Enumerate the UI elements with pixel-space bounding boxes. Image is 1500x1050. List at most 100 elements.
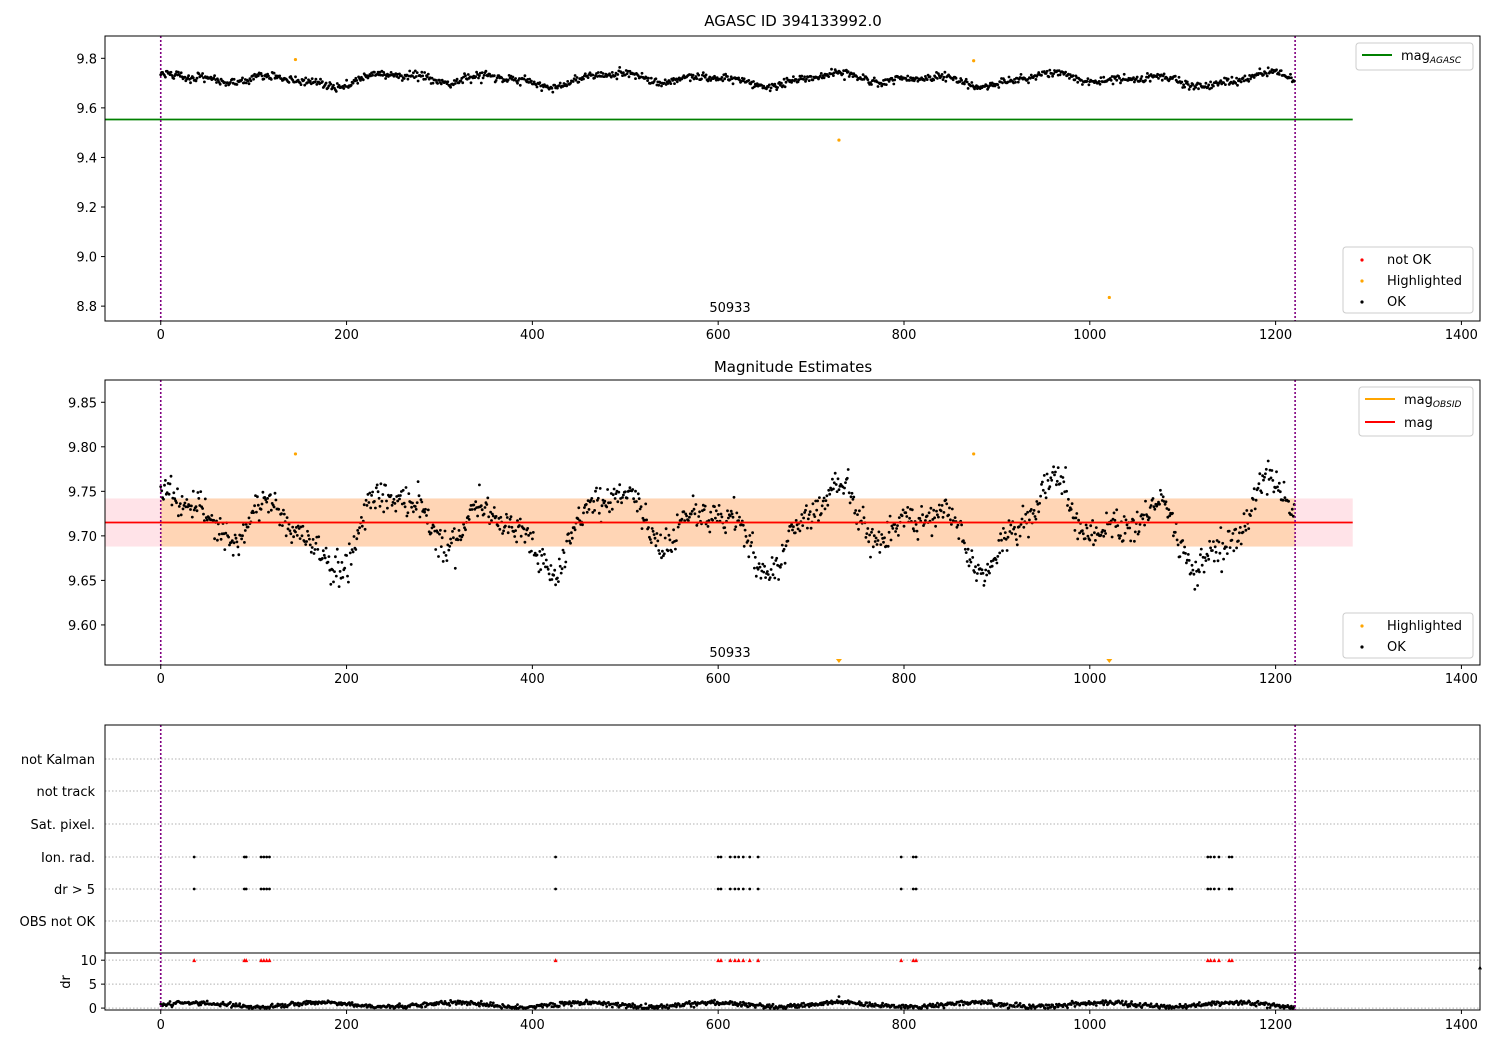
ok-point <box>1083 537 1087 540</box>
dr-point <box>1265 1006 1269 1010</box>
ok-point <box>733 528 737 531</box>
ok-point <box>974 565 977 569</box>
dr-point <box>987 999 990 1002</box>
ok-point <box>217 532 221 536</box>
ok-point <box>1128 526 1132 530</box>
ok-point <box>833 471 837 475</box>
ok-point <box>610 507 614 511</box>
ok-point <box>506 78 510 82</box>
ok-point <box>1216 559 1220 563</box>
ok-point <box>405 514 409 518</box>
ok-point <box>940 504 944 507</box>
dr-point <box>689 1005 693 1008</box>
ok-point <box>905 515 909 518</box>
highlighted-offscale-marker <box>1106 659 1113 663</box>
flag-point <box>192 887 196 891</box>
ok-point <box>1241 530 1245 534</box>
ok-point <box>1160 78 1164 82</box>
ok-point <box>285 516 289 519</box>
ok-point <box>1256 486 1260 490</box>
ok-point <box>406 511 410 515</box>
ok-point <box>918 517 922 520</box>
ok-point <box>484 69 488 73</box>
ok-point <box>256 503 260 507</box>
ok-point <box>1181 539 1185 542</box>
ok-point <box>1192 87 1196 91</box>
dr-point <box>1263 1003 1266 1007</box>
dr-point <box>881 1001 884 1005</box>
ok-point <box>439 545 443 548</box>
ok-point <box>336 560 340 564</box>
ok-point <box>802 77 805 81</box>
ok-point <box>291 525 295 529</box>
flag-point <box>1217 855 1221 859</box>
ok-point <box>303 83 307 87</box>
ok-point <box>179 71 183 75</box>
dr-x-ticks: 0 200 400 600 800 1000 1200 1400 <box>157 953 1478 1033</box>
ok-point <box>813 515 817 518</box>
ok-point <box>1175 538 1179 542</box>
ok-point <box>1153 507 1157 511</box>
flag-point <box>554 855 557 859</box>
ok-point <box>212 76 216 80</box>
ok-point <box>771 573 775 577</box>
dr-point <box>616 1001 620 1005</box>
ok-point <box>432 525 436 528</box>
ok-point <box>891 527 895 530</box>
ok-point <box>487 515 491 519</box>
flag-point <box>1209 887 1212 891</box>
ok-point <box>550 86 554 90</box>
ok-point <box>1206 554 1210 558</box>
ok-point <box>1133 539 1136 543</box>
ok-point <box>670 550 674 553</box>
ok-point <box>970 549 974 552</box>
ok-point <box>360 524 364 528</box>
ok-point <box>1207 557 1211 561</box>
ok-point <box>724 72 727 76</box>
dr-point <box>1015 1001 1018 1005</box>
ok-point <box>191 76 195 80</box>
ok-point <box>752 551 755 555</box>
ok-point <box>1112 511 1116 515</box>
ok-point <box>165 491 169 494</box>
ok-point <box>1019 523 1023 526</box>
ok-point <box>832 481 836 485</box>
flag-point <box>728 887 732 891</box>
ok-point <box>1199 547 1203 551</box>
ok-point <box>791 528 794 532</box>
ok-point <box>1189 571 1193 575</box>
ok-point <box>1071 74 1075 78</box>
ok-point <box>685 514 688 518</box>
ok-point <box>1080 78 1083 82</box>
dr-point <box>1092 1003 1095 1006</box>
ok-point <box>988 571 991 575</box>
ok-point <box>482 512 486 516</box>
ok-point <box>568 539 571 543</box>
ok-point <box>906 74 910 78</box>
ok-point <box>202 512 205 516</box>
ok-point <box>798 529 802 533</box>
ok-point <box>675 539 678 542</box>
dr-point <box>962 1003 965 1007</box>
ok-point <box>257 519 261 522</box>
dr-point <box>1066 1006 1069 1010</box>
ok-point <box>364 498 368 502</box>
ok-point <box>179 513 183 517</box>
ok-point <box>937 503 941 507</box>
ok-point <box>519 534 523 538</box>
dr-point <box>695 1003 699 1007</box>
legend-estimates-highlighted-label: Highlighted <box>1387 619 1462 634</box>
ok-point <box>209 75 213 79</box>
dr-point <box>675 1005 678 1009</box>
ok-point <box>466 515 470 518</box>
ok-point <box>415 501 419 504</box>
ok-point <box>1138 523 1142 526</box>
ok-point <box>1123 531 1127 535</box>
ok-point <box>197 72 201 76</box>
ok-point <box>954 76 958 80</box>
ok-point <box>1278 490 1282 494</box>
dr-point <box>1094 1004 1098 1007</box>
ok-point <box>386 506 389 510</box>
dr-point <box>1054 1005 1057 1009</box>
ok-point <box>675 80 679 84</box>
